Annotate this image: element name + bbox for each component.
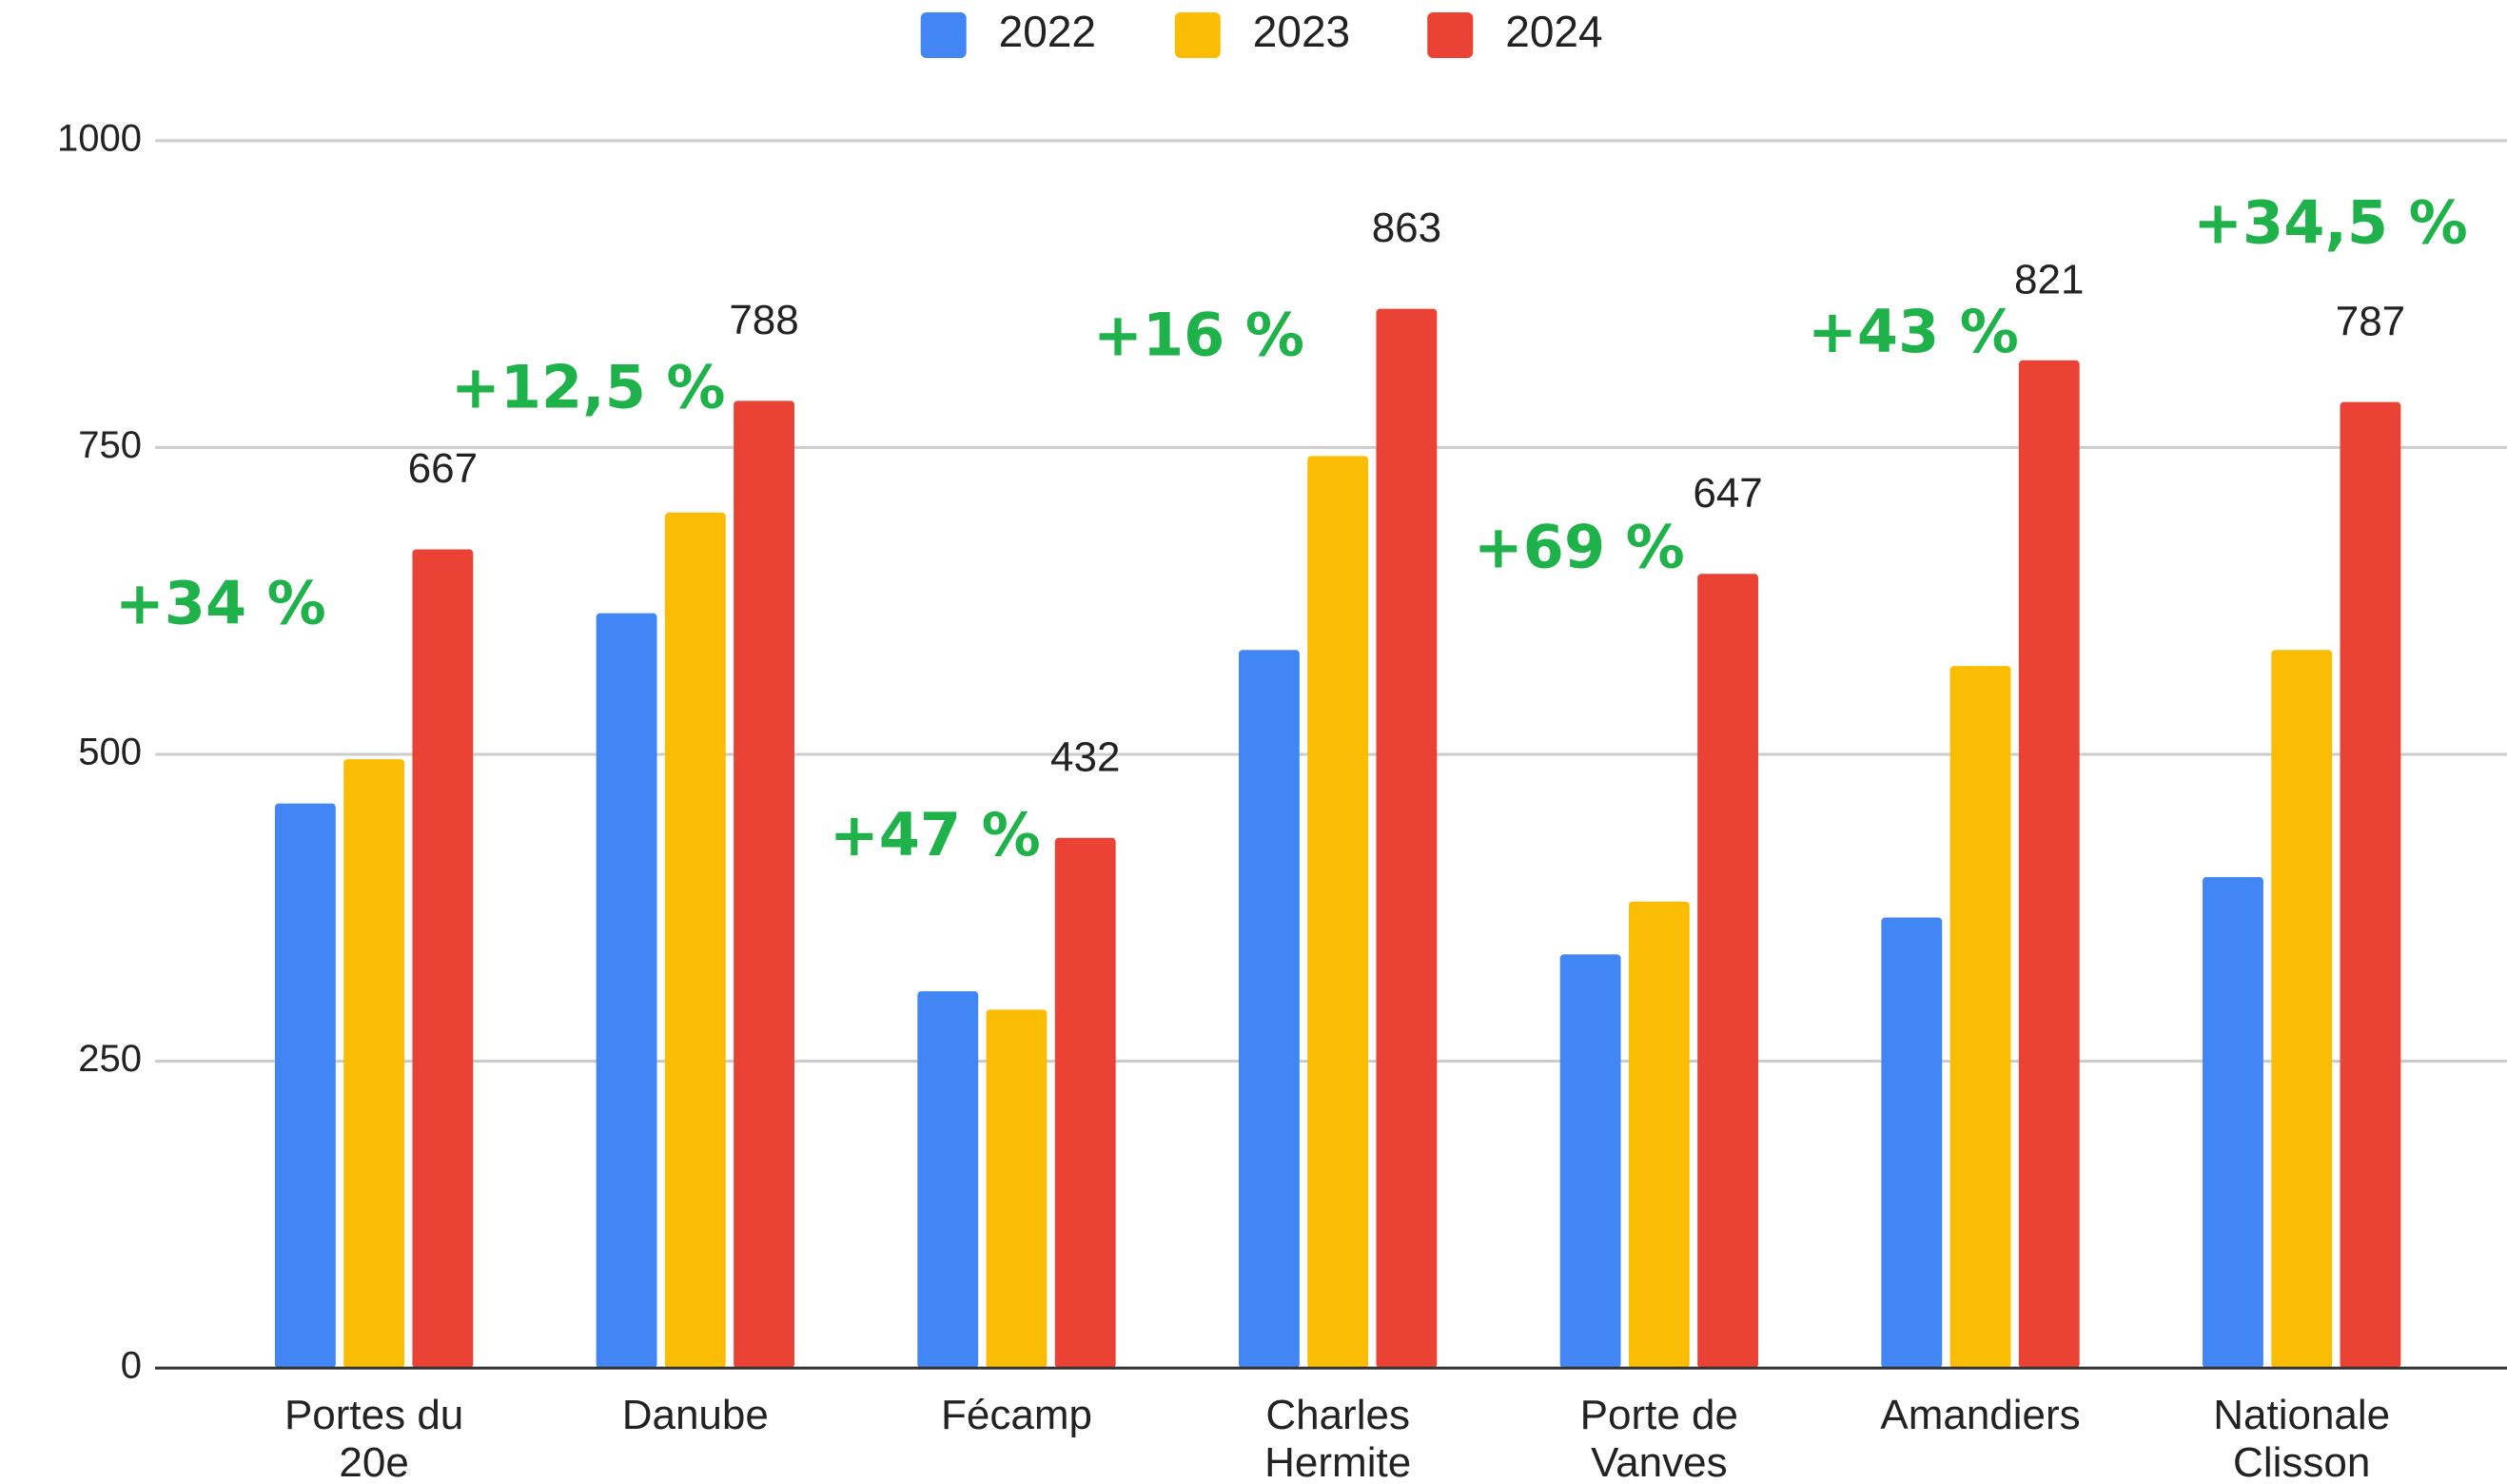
bar — [1376, 308, 1438, 1369]
bar — [917, 990, 979, 1369]
y-tick-label: 250 — [78, 1038, 142, 1080]
bar — [274, 803, 336, 1369]
data-label: 667 — [408, 445, 478, 492]
legend-swatch — [920, 11, 967, 58]
annotation: +34 % — [115, 568, 326, 637]
x-tick-label: Porte de Vanves — [1580, 1392, 1738, 1484]
legend-swatch — [1174, 11, 1221, 58]
bar — [2203, 876, 2263, 1369]
y-tick-label: 500 — [78, 732, 142, 773]
bar — [1307, 456, 1369, 1369]
legend-label: 2024 — [1505, 7, 1602, 56]
annotation: +43 % — [1808, 297, 2019, 366]
data-label: 432 — [1050, 733, 1120, 780]
data-label: 821 — [2014, 256, 2084, 303]
bar — [664, 512, 726, 1369]
bar — [1881, 917, 1943, 1369]
data-label: 863 — [1372, 205, 1441, 251]
bar — [412, 549, 474, 1369]
annotation: +34,5 % — [2193, 188, 2468, 258]
bar — [2018, 360, 2080, 1369]
bar — [2340, 401, 2401, 1369]
x-tick-label: Amandiers — [1880, 1392, 2080, 1438]
x-tick-label: Portes du 20e — [284, 1392, 463, 1484]
annotation: +16 % — [1093, 300, 1304, 369]
y-tick-label: 1000 — [57, 117, 142, 159]
y-tick-label: 0 — [121, 1345, 142, 1387]
bar — [1054, 837, 1116, 1369]
y-tick-label: 750 — [78, 424, 142, 466]
legend-swatch — [1427, 11, 1474, 58]
data-label: 788 — [729, 297, 798, 343]
legend-label: 2022 — [999, 7, 1096, 56]
x-tick-label: Danube — [622, 1392, 769, 1438]
bar — [734, 400, 794, 1369]
bar — [1628, 901, 1690, 1369]
annotation: +69 % — [1474, 513, 1685, 582]
data-label: 647 — [1693, 470, 1762, 517]
bar — [986, 1009, 1048, 1369]
bar — [1949, 666, 2011, 1369]
bar — [1697, 574, 1758, 1369]
legend-label: 2023 — [1253, 7, 1350, 56]
bar — [1239, 650, 1300, 1369]
annotation: +12,5 % — [451, 353, 726, 422]
bar — [343, 759, 405, 1369]
x-tick-label: Charles Hermite — [1264, 1392, 1411, 1484]
data-label: 787 — [2336, 298, 2405, 344]
bar — [2271, 650, 2333, 1369]
bar — [1559, 954, 1621, 1369]
bar — [596, 613, 657, 1369]
annotation: +47 % — [830, 800, 1041, 869]
x-tick-label: Nationale Clisson — [2213, 1392, 2390, 1484]
x-tick-label: Fécamp — [941, 1392, 1092, 1438]
